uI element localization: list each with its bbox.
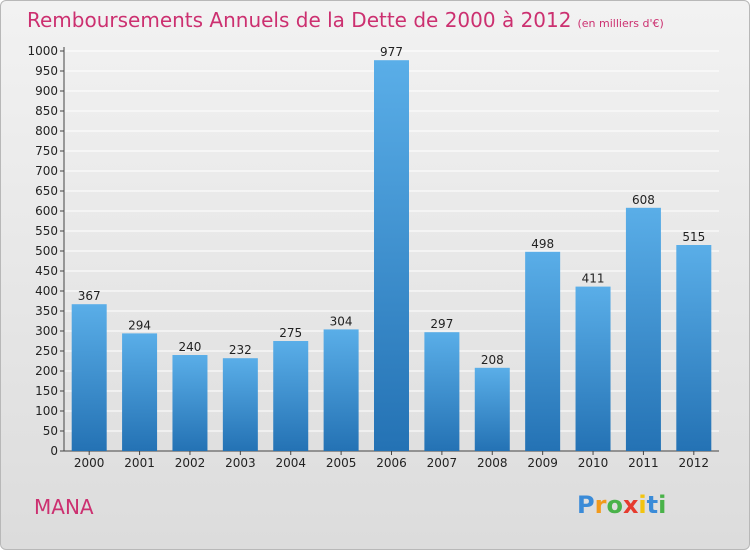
y-tick-label: 300 bbox=[35, 324, 58, 338]
bar bbox=[625, 207, 661, 451]
chart-title-text: Remboursements Annuels de la Dette de 20… bbox=[27, 8, 572, 32]
x-tick-label: 2008 bbox=[477, 456, 508, 470]
bar-value-label: 232 bbox=[229, 343, 252, 357]
bar-value-label: 297 bbox=[430, 317, 453, 331]
brand-logo-letter: t bbox=[646, 491, 659, 519]
bar-value-label: 498 bbox=[531, 237, 554, 251]
x-tick-label: 2001 bbox=[124, 456, 155, 470]
bar bbox=[676, 245, 712, 451]
bar-value-label: 411 bbox=[582, 272, 605, 286]
bar-value-label: 304 bbox=[330, 314, 353, 328]
y-tick-label: 750 bbox=[35, 144, 58, 158]
bar bbox=[222, 358, 258, 451]
y-tick-label: 1000 bbox=[27, 44, 58, 58]
y-tick-label: 650 bbox=[35, 184, 58, 198]
bar-value-label: 294 bbox=[128, 318, 151, 332]
x-tick-label: 2000 bbox=[74, 456, 105, 470]
bar-value-label: 208 bbox=[481, 353, 504, 367]
y-tick-label: 800 bbox=[35, 124, 58, 138]
y-tick-label: 400 bbox=[35, 284, 58, 298]
x-tick-label: 2004 bbox=[275, 456, 306, 470]
y-tick-label: 950 bbox=[35, 64, 58, 78]
bar bbox=[323, 329, 359, 451]
y-tick-label: 850 bbox=[35, 104, 58, 118]
bar bbox=[474, 367, 510, 451]
y-tick-label: 250 bbox=[35, 344, 58, 358]
x-tick-label: 2002 bbox=[175, 456, 206, 470]
y-tick-label: 500 bbox=[35, 244, 58, 258]
bar bbox=[424, 332, 460, 451]
y-tick-label: 0 bbox=[50, 444, 58, 458]
y-tick-label: 150 bbox=[35, 384, 58, 398]
bar-value-label: 977 bbox=[380, 45, 403, 59]
x-tick-label: 2011 bbox=[628, 456, 659, 470]
bar bbox=[122, 333, 158, 451]
bar bbox=[575, 286, 611, 451]
brand-logo-letter: o bbox=[606, 491, 623, 519]
y-tick-label: 450 bbox=[35, 264, 58, 278]
bar-value-label: 367 bbox=[78, 289, 101, 303]
y-tick-label: 900 bbox=[35, 84, 58, 98]
brand-logo-letter: x bbox=[622, 491, 639, 519]
bar bbox=[374, 60, 409, 451]
y-tick-label: 50 bbox=[43, 424, 58, 438]
brand-logo-letter: P bbox=[577, 491, 595, 519]
location-label: MANA bbox=[34, 495, 94, 519]
x-tick-label: 2009 bbox=[527, 456, 558, 470]
y-tick-label: 350 bbox=[35, 304, 58, 318]
bar-value-label: 275 bbox=[279, 326, 302, 340]
brand-logo-letter: r bbox=[594, 491, 607, 519]
x-tick-label: 2012 bbox=[679, 456, 710, 470]
x-tick-label: 2003 bbox=[225, 456, 256, 470]
bar bbox=[172, 355, 208, 451]
chart-title: Remboursements Annuels de la Dette de 20… bbox=[27, 8, 664, 32]
x-tick-label: 2010 bbox=[578, 456, 609, 470]
x-tick-label: 2006 bbox=[376, 456, 407, 470]
y-tick-label: 100 bbox=[35, 404, 58, 418]
x-tick-label: 2005 bbox=[326, 456, 357, 470]
bar-value-label: 515 bbox=[682, 230, 705, 244]
y-tick-label: 200 bbox=[35, 364, 58, 378]
y-tick-label: 550 bbox=[35, 224, 58, 238]
x-tick-label: 2007 bbox=[427, 456, 458, 470]
bar bbox=[525, 251, 561, 451]
bar bbox=[71, 304, 107, 451]
brand-logo: Proxiti bbox=[577, 491, 666, 519]
chart-title-unit: (en milliers d'€) bbox=[577, 17, 664, 30]
y-tick-label: 700 bbox=[35, 164, 58, 178]
bar-value-label: 240 bbox=[179, 340, 202, 354]
y-tick-label: 600 bbox=[35, 204, 58, 218]
brand-logo-letter: i bbox=[658, 491, 667, 519]
bar bbox=[273, 341, 309, 451]
bar-value-label: 608 bbox=[632, 193, 655, 207]
brand-logo-letter: i bbox=[638, 491, 647, 519]
